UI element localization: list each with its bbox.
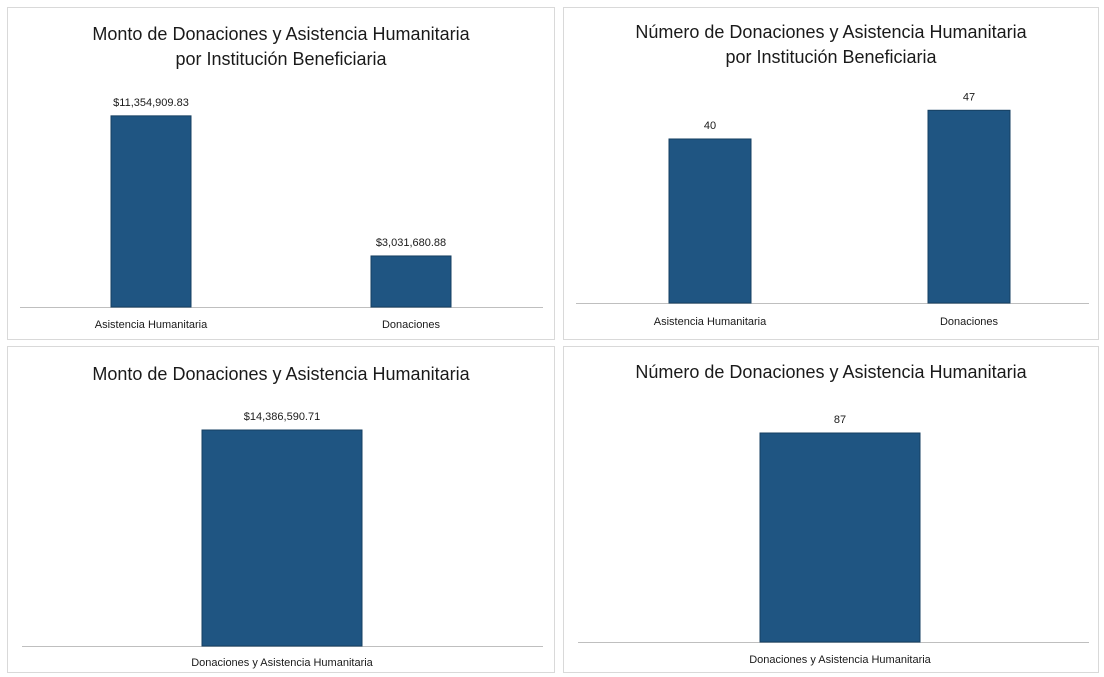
chart-title-line-1: Monto de Donaciones y Asistencia Humanit… [92, 24, 470, 44]
data-label-2: $3,031,680.88 [376, 237, 446, 249]
chart-title-line-2: por Institución Beneficiaria [725, 47, 937, 67]
chart-title: Número de Donaciones y Asistencia Humani… [564, 360, 1098, 385]
category-label-1: Donaciones y Asistencia Humanitaria [191, 657, 373, 669]
bar-1 [110, 115, 192, 308]
data-label-1: 40 [704, 120, 716, 132]
chart-title-line-1: Número de Donaciones y Asistencia Humani… [635, 362, 1027, 382]
chart-title: Número de Donaciones y Asistencia Humani… [564, 20, 1098, 70]
bar-1 [668, 138, 752, 304]
bar-2 [370, 255, 452, 308]
category-label-2: Donaciones [382, 319, 441, 331]
category-label-1: Asistencia Humanitaria [654, 316, 767, 328]
chart-panel-monto-por-institucion: Monto de Donaciones y Asistencia Humanit… [7, 7, 555, 340]
data-label-2: 47 [963, 91, 975, 103]
bar-2 [927, 109, 1011, 304]
category-label-2: Donaciones [940, 316, 999, 328]
bar-chart-monto-total: $14,386,590.71 Donaciones y Asistencia Hu… [22, 411, 543, 669]
category-label-1: Donaciones y Asistencia Humanitaria [749, 654, 931, 666]
data-label-1: 87 [834, 414, 846, 426]
chart-title-line-1: Monto de Donaciones y Asistencia Humanit… [92, 364, 470, 384]
bar-chart-numero-por-institucion: 40 Asistencia Humanitaria 47 Donaciones [576, 91, 1089, 328]
category-label-1: Asistencia Humanitaria [95, 319, 208, 331]
data-label-1: $11,354,909.83 [113, 97, 189, 109]
data-label-1: $14,386,590.71 [244, 411, 320, 423]
bar-chart-monto-por-institucion: $11,354,909.83 Asistencia Humanitaria $3,0… [20, 97, 543, 331]
chart-title: Monto de Donaciones y Asistencia Humanit… [8, 362, 554, 387]
bar-1 [201, 429, 363, 647]
chart-title-line-1: Número de Donaciones y Asistencia Humani… [635, 22, 1027, 42]
bar-chart-numero-total: 87 Donaciones y Asistencia Humanitaria [578, 414, 1089, 666]
chart-panel-monto-total: Monto de Donaciones y Asistencia Humanit… [7, 346, 555, 673]
chart-panel-numero-por-institucion: Número de Donaciones y Asistencia Humani… [563, 7, 1099, 340]
bar-1 [759, 432, 921, 643]
chart-panel-numero-total: Número de Donaciones y Asistencia Humani… [563, 346, 1099, 673]
chart-title: Monto de Donaciones y Asistencia Humanit… [8, 22, 554, 72]
chart-title-line-2: por Institución Beneficiaria [175, 49, 387, 69]
